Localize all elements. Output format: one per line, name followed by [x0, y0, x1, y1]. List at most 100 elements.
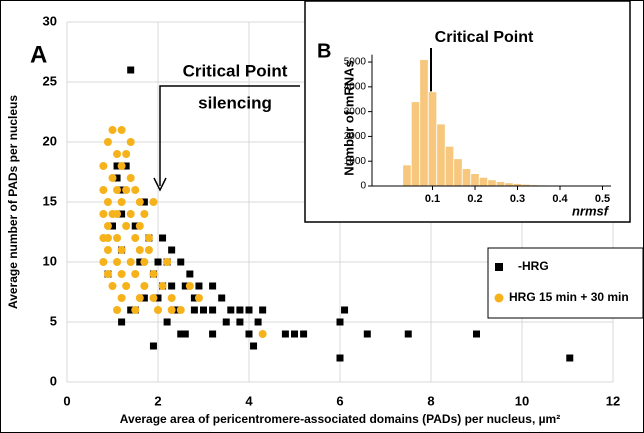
- inset-chart: B Critical Point Number of mRNAs nrmsf 0…: [304, 0, 631, 223]
- point: [103, 234, 112, 242]
- point: [127, 306, 135, 314]
- y-axis-label: Number of mRNAs: [341, 60, 356, 176]
- y-axis-label: Average number of PADs per nucleus: [6, 95, 20, 309]
- point: [108, 282, 117, 290]
- annotation: Critical Point: [183, 61, 288, 80]
- point: [163, 318, 171, 326]
- y-tick-label: 0: [50, 373, 57, 388]
- point: [158, 282, 167, 290]
- point: [259, 306, 267, 314]
- point: [154, 306, 162, 314]
- x-tick-label: 8: [427, 393, 434, 408]
- point: [190, 306, 198, 314]
- point: [177, 330, 185, 338]
- point: [236, 306, 244, 314]
- point: [99, 210, 108, 218]
- y-tick-label: 5: [50, 313, 57, 328]
- y-tick-label: 5000: [344, 57, 367, 68]
- point: [473, 330, 480, 338]
- panel-label: A: [30, 41, 47, 68]
- point: [122, 222, 131, 230]
- x-tick-label: 0: [63, 393, 70, 408]
- point: [140, 210, 149, 218]
- point: [154, 294, 162, 302]
- point: [245, 330, 253, 338]
- point: [126, 174, 135, 182]
- point: [149, 198, 158, 206]
- point: [218, 294, 226, 302]
- point: [566, 354, 574, 362]
- point: [117, 162, 126, 170]
- point: [140, 294, 148, 302]
- x-tick-label: 0.5: [595, 193, 610, 205]
- point: [227, 306, 235, 314]
- point: [291, 330, 298, 338]
- point: [122, 186, 131, 194]
- point: [404, 330, 412, 338]
- x-tick-label: 6: [336, 393, 343, 408]
- point: [163, 258, 172, 266]
- point: [117, 198, 126, 206]
- point: [209, 306, 217, 314]
- point: [122, 150, 131, 158]
- x-tick-label: 10: [515, 393, 529, 408]
- x-tick-label: 4: [245, 393, 253, 408]
- point: [144, 246, 153, 254]
- bar: [402, 164, 412, 187]
- point: [159, 234, 167, 242]
- y-tick-label: 10: [43, 253, 57, 268]
- x-axis-label: Average area of pericentromere-associate…: [120, 412, 560, 426]
- legend-label: HRG 15 min + 30 min: [509, 290, 629, 304]
- y-tick-label: 0: [360, 181, 366, 192]
- x-tick-label: 2: [154, 393, 161, 408]
- point: [195, 282, 203, 290]
- point: [108, 210, 117, 218]
- main-annotations: A Critical Point silencing Average numbe…: [6, 41, 560, 426]
- x-tick-label: 0.3: [510, 193, 525, 205]
- y-tick-label: 1000: [344, 156, 367, 167]
- x-tick-label: 0.1: [425, 193, 440, 205]
- point: [177, 258, 185, 266]
- point: [363, 330, 371, 338]
- point: [118, 210, 126, 218]
- point: [222, 318, 230, 326]
- point: [103, 270, 112, 278]
- point: [149, 342, 157, 350]
- bar: [461, 168, 472, 187]
- point: [144, 234, 153, 242]
- legend-frame: [487, 247, 644, 319]
- point: [194, 294, 203, 302]
- point: [140, 282, 149, 290]
- point: [117, 270, 126, 278]
- point: [113, 186, 122, 194]
- legend-label: -HRG: [518, 259, 549, 273]
- point: [117, 126, 126, 134]
- bar: [478, 176, 489, 187]
- y-tick-label: 30: [43, 13, 57, 28]
- bar: [487, 179, 497, 187]
- point: [103, 222, 112, 230]
- point: [103, 138, 112, 146]
- point: [118, 186, 126, 194]
- point: [103, 246, 112, 254]
- point: [126, 258, 135, 266]
- point: [103, 198, 112, 206]
- point: [181, 282, 189, 290]
- point: [131, 270, 140, 278]
- bar: [427, 91, 438, 187]
- point: [258, 330, 267, 338]
- bar: [470, 173, 480, 187]
- point: [131, 186, 140, 194]
- point: [336, 354, 344, 362]
- bar: [436, 123, 446, 187]
- point: [167, 306, 176, 314]
- point: [113, 174, 121, 182]
- point: [336, 318, 344, 326]
- point: [154, 258, 162, 266]
- bar: [453, 158, 463, 187]
- legend: -HRG HRG 15 min + 30 min: [487, 247, 644, 319]
- point: [140, 258, 149, 266]
- point: [281, 330, 289, 338]
- annotation-line: [159, 85, 300, 186]
- bar: [495, 181, 506, 187]
